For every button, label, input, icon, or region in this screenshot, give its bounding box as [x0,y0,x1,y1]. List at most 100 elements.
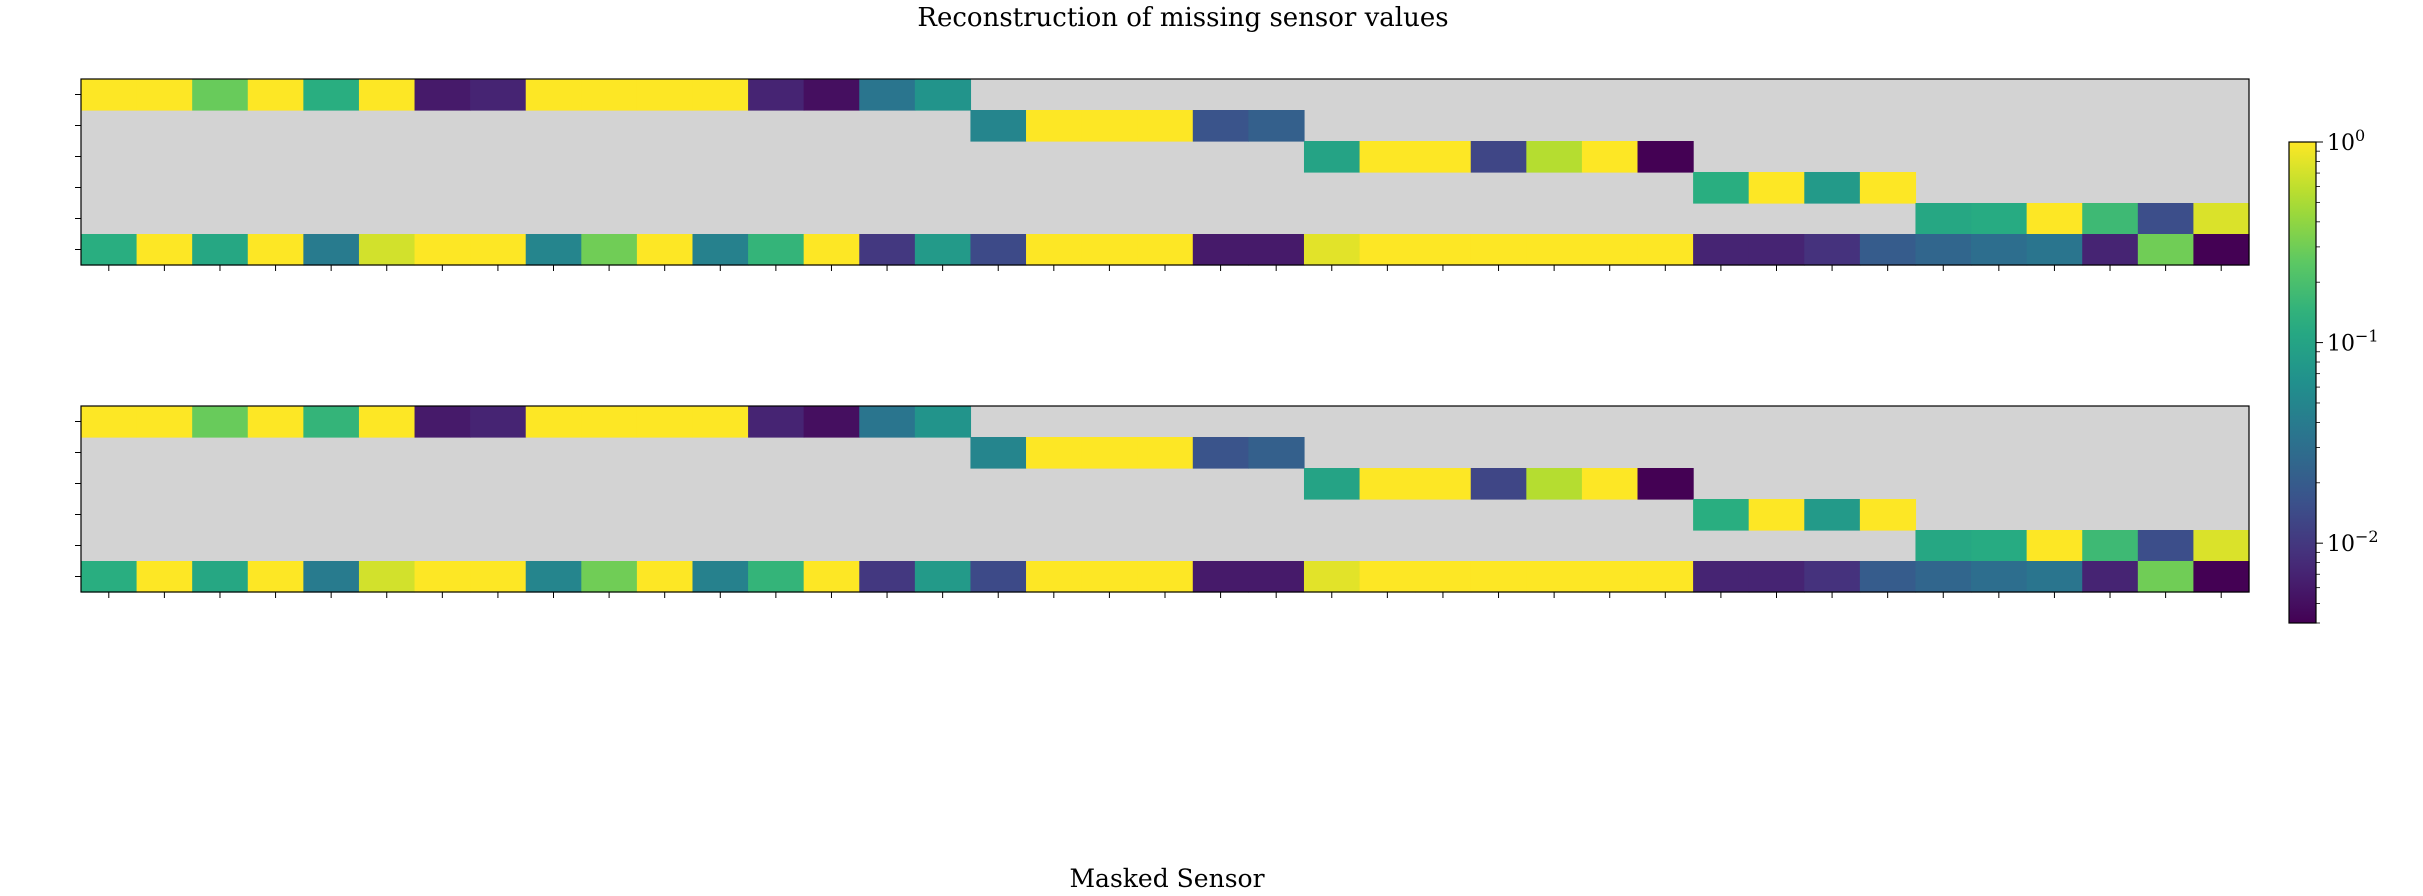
heatmap-cell [525,561,582,593]
heatmap-cell [1359,468,1416,500]
heatmap-cell [581,406,638,438]
heatmap-cell [414,406,471,438]
heatmap-cell [2082,561,2139,593]
heatmap-cell [2193,203,2250,235]
heatmap-cell [803,79,860,111]
heatmap-cell [1748,499,1805,531]
heatmap-cell [1192,437,1249,469]
heatmap-cell [1804,499,1861,531]
heatmap-cell [1637,561,1694,593]
heatmap-cell [1748,172,1805,204]
heatmap-cell [1192,110,1249,142]
heatmap-cell [358,79,416,111]
heatmap-cell [1081,234,1138,266]
heatmap-cell [470,561,527,593]
heatmap-cell [1081,437,1138,469]
heatmap-cell [2082,530,2139,562]
heatmap-cell [1526,141,1583,173]
heatmap-cell [192,406,249,438]
heatmap-cell [1415,468,1472,500]
heatmap-cell [1859,234,1917,266]
heatmap-cell [470,79,527,111]
heatmap-cell [636,79,694,111]
heatmap-cell [1748,561,1805,593]
heatmap-cell [81,79,138,111]
heatmap-cell [1859,172,1917,204]
heatmap-cell [1971,561,2028,593]
heatmap-cell [1693,561,1750,593]
heatmap-cell [914,561,972,593]
heatmap-cell [1693,234,1750,266]
figure-title: Reconstruction of missing sensor values [917,3,1448,33]
heatmap-cell [636,234,694,266]
heatmap-cell [1359,234,1416,266]
heatmap-cell [1192,234,1249,266]
heatmap-cell [1637,141,1694,173]
heatmap-cell [1359,561,1416,593]
heatmap-cell [1359,141,1416,173]
heatmap-cell [581,79,638,111]
heatmap-cell [470,234,527,266]
heatmap-cell [1081,561,1138,593]
heatmap-cell [1526,234,1583,266]
heatmap-cell [636,561,694,593]
heatmap-cell [136,406,193,438]
x-axis-label: Masked Sensor [1069,864,1264,892]
heatmap-cell [2026,203,2083,235]
colorbar-tick-label: 10−1 [2327,327,2379,357]
heatmap-cell [1415,234,1472,266]
heatmap-cell [1470,468,1527,500]
heatmap-cell [1303,561,1361,593]
heatmap-cell [136,79,193,111]
heatmap-cell [748,234,805,266]
heatmap-cell [1804,234,1861,266]
heatmap-cell [692,561,749,593]
heatmap-cell [692,234,749,266]
heatmap-cell [1303,468,1361,500]
heatmap-cell [636,406,694,438]
heatmap-cell [1081,110,1138,142]
heatmap-cell [1137,234,1194,266]
heatmap-cell [2082,234,2139,266]
heatmap-cell [970,234,1027,266]
heatmap-cell [2082,203,2139,235]
heatmap-cell [1581,468,1639,500]
heatmap-cell [358,234,416,266]
heatmap-cell [303,561,360,593]
heatmap-cell [2026,530,2083,562]
heatmap-cell [247,406,304,438]
colorbar-tick-label: 10−2 [2327,527,2379,557]
heatmap-cell [2137,203,2195,235]
heatmap-cell [1470,141,1527,173]
heatmap-cell [1693,499,1750,531]
heatmap-cell [414,234,471,266]
heatmap-cell [2026,561,2083,593]
heatmap-cell [1026,437,1083,469]
heatmap-cell [1248,110,1305,142]
heatmap-cell [525,79,582,111]
heatmap-cell [1526,561,1583,593]
heatmap-cell [1971,234,2028,266]
heatmap-cell [1303,141,1361,173]
heatmap-cell [192,561,249,593]
heatmap-cell [692,79,749,111]
heatmap-cell [192,234,249,266]
heatmap-cell [1470,561,1527,593]
heatmap-cell [81,234,138,266]
heatmap-cell [247,79,304,111]
heatmap-cell [2137,561,2195,593]
heatmap-cell [303,406,360,438]
heatmap-cell [1915,203,1972,235]
heatmap-cell [358,561,416,593]
heatmap-cell [1137,110,1194,142]
heatmap-cell [1526,468,1583,500]
heatmap-cell [1415,141,1472,173]
heatmap-cell [81,561,138,593]
heatmap-cell [1137,437,1194,469]
heatmap-cell [970,561,1027,593]
heatmap-cell [136,561,193,593]
heatmap-cell [303,79,360,111]
heatmap-cell [581,234,638,266]
heatmap-cell [859,79,916,111]
heatmap-cell [192,79,249,111]
